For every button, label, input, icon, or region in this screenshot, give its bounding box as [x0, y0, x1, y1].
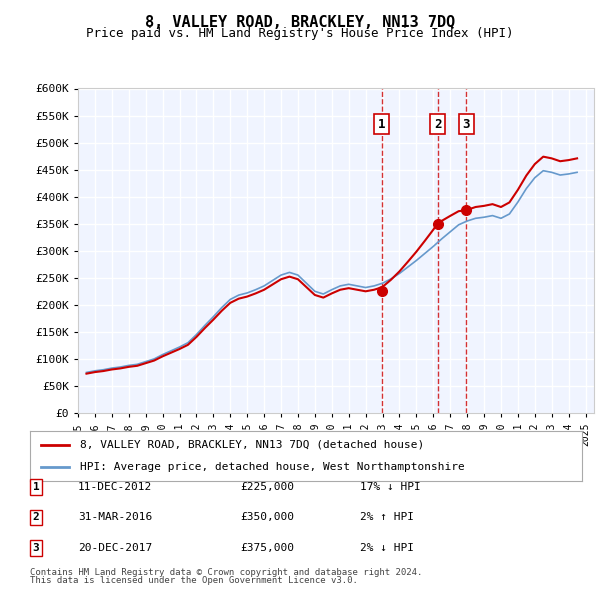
- Text: 17% ↓ HPI: 17% ↓ HPI: [360, 482, 421, 491]
- Text: 2% ↑ HPI: 2% ↑ HPI: [360, 513, 414, 522]
- Text: 8, VALLEY ROAD, BRACKLEY, NN13 7DQ (detached house): 8, VALLEY ROAD, BRACKLEY, NN13 7DQ (deta…: [80, 440, 424, 450]
- Text: Price paid vs. HM Land Registry's House Price Index (HPI): Price paid vs. HM Land Registry's House …: [86, 27, 514, 40]
- Text: 2% ↓ HPI: 2% ↓ HPI: [360, 543, 414, 553]
- Text: 11-DEC-2012: 11-DEC-2012: [78, 482, 152, 491]
- Text: Contains HM Land Registry data © Crown copyright and database right 2024.: Contains HM Land Registry data © Crown c…: [30, 568, 422, 577]
- Text: 8, VALLEY ROAD, BRACKLEY, NN13 7DQ: 8, VALLEY ROAD, BRACKLEY, NN13 7DQ: [145, 15, 455, 30]
- Text: HPI: Average price, detached house, West Northamptonshire: HPI: Average price, detached house, West…: [80, 462, 464, 472]
- Text: 3: 3: [463, 117, 470, 131]
- Text: 31-MAR-2016: 31-MAR-2016: [78, 513, 152, 522]
- Text: 2: 2: [434, 117, 441, 131]
- Text: This data is licensed under the Open Government Licence v3.0.: This data is licensed under the Open Gov…: [30, 576, 358, 585]
- Text: 1: 1: [378, 117, 385, 131]
- Text: £350,000: £350,000: [240, 513, 294, 522]
- Text: 1: 1: [32, 482, 40, 491]
- Text: 20-DEC-2017: 20-DEC-2017: [78, 543, 152, 553]
- Text: £225,000: £225,000: [240, 482, 294, 491]
- Text: 2: 2: [32, 513, 40, 522]
- Text: £375,000: £375,000: [240, 543, 294, 553]
- Text: 3: 3: [32, 543, 40, 553]
